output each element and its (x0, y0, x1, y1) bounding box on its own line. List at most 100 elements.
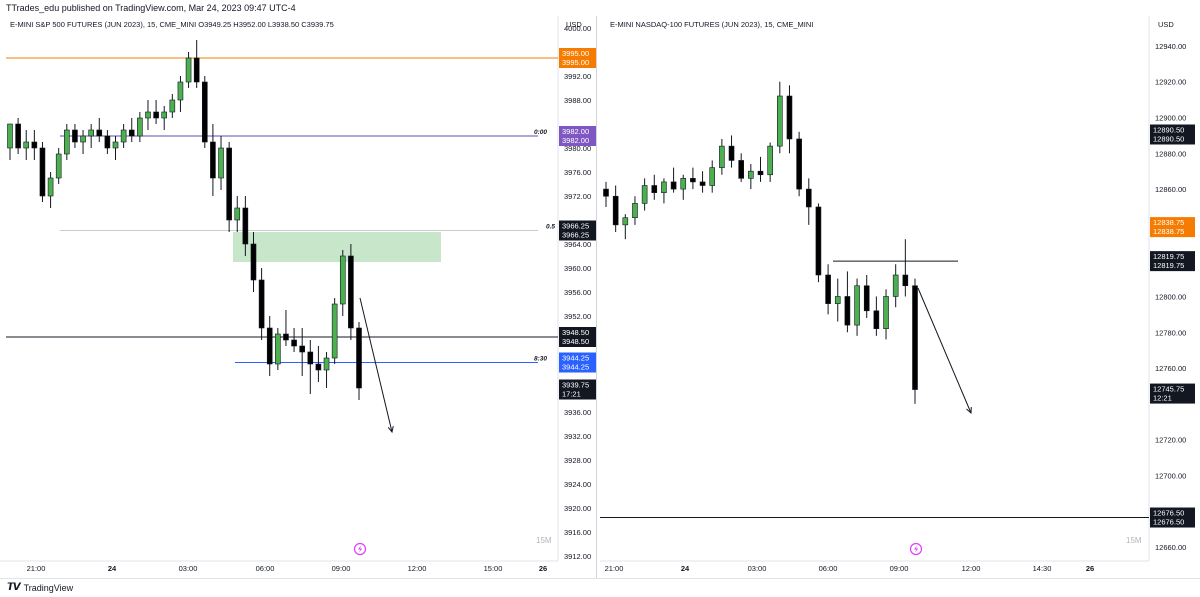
price-tick-label: 3988.00 (564, 96, 591, 105)
price-tick-label: 3924.00 (564, 480, 591, 489)
price-tag-text: 12:21 (1153, 394, 1172, 403)
bullish-candle (854, 285, 860, 326)
bullish-candle (47, 177, 54, 197)
tradingview-brand-text: TradingView (23, 583, 74, 593)
price-tag-text: 12838.75 (1153, 218, 1184, 227)
bearish-candle (348, 255, 354, 329)
price-tag-text: 12819.75 (1153, 261, 1184, 270)
bullish-candle (323, 357, 330, 371)
time-tick-label: 24 (681, 564, 690, 573)
nq-currency-label: USD (1158, 20, 1174, 29)
bearish-candle (873, 310, 880, 329)
chart-pane-es[interactable]: 4000.00 3992.00 3988.00 3980.00 3976.00 3972.… (0, 16, 597, 578)
time-tick-label: 21:00 (27, 564, 46, 573)
price-tag-bg (559, 220, 596, 241)
price-tag-text: 12890.50 (1153, 134, 1184, 143)
price-tick-label: 12760.00 (1155, 364, 1186, 373)
time-tick-label: 12:00 (408, 564, 427, 573)
time-tick-label: 26 (1086, 564, 1094, 573)
es-timeframe-watermark: 15M (536, 536, 552, 545)
price-tag-bg (1150, 124, 1195, 145)
price-tick-label: 3980.00 (564, 144, 591, 153)
price-tag-bg (1150, 217, 1195, 238)
bearish-candle (786, 95, 793, 140)
lightning-icon (909, 542, 923, 556)
bearish-candle (796, 138, 802, 190)
bullish-candle (339, 255, 346, 305)
es-chart-canvas[interactable]: 4000.00 3992.00 3988.00 3980.00 3976.00 3972.… (0, 16, 597, 578)
bearish-candle (738, 160, 744, 179)
price-tick-label: 3928.00 (564, 456, 591, 465)
price-tag-bg (559, 327, 596, 347)
bullish-candle (161, 111, 168, 119)
projection-arrow-head (966, 406, 972, 415)
price-tag-text: 3944.25 (562, 363, 589, 372)
bearish-candle (307, 351, 314, 365)
bullish-candle (275, 333, 281, 365)
bullish-candle (892, 274, 899, 297)
price-tick-label: 3956.00 (564, 288, 591, 297)
bearish-candle (258, 279, 265, 329)
price-tick-label: 3976.00 (564, 168, 591, 177)
bullish-candle (641, 185, 648, 204)
level-label-half: 0.5 (546, 224, 555, 231)
bullish-candle (55, 153, 62, 179)
time-tick-label: 24 (108, 564, 117, 573)
bearish-candle (863, 285, 870, 312)
bullish-candle (112, 141, 119, 149)
time-tick-label: 09:00 (890, 564, 909, 573)
time-tick-label: 03:00 (179, 564, 198, 573)
tradingview-logo-icon: 𝙏𝙑 (7, 582, 21, 593)
bullish-candle (622, 217, 629, 226)
time-tick-label: 15:00 (484, 564, 503, 573)
footer-brand[interactable]: 𝙏𝙑 TradingView (0, 578, 1200, 597)
bullish-candle (169, 99, 176, 113)
bullish-candle (632, 203, 638, 219)
bearish-candle (250, 243, 257, 281)
lightning-icon-bolt (358, 545, 363, 553)
price-tick-label: 12700.00 (1155, 471, 1186, 480)
bearish-candle (356, 327, 362, 389)
level-label-midnight: 0:00 (534, 129, 547, 136)
bearish-candle (201, 81, 208, 143)
bullish-candle (719, 145, 725, 168)
price-tag-bg (559, 126, 596, 146)
bullish-candle (834, 296, 841, 304)
time-tick-label: 14:30 (1033, 564, 1052, 573)
nq-chart-canvas[interactable]: 12940.00 12920.00 12900.00 12880.00 12860.00… (600, 16, 1200, 578)
bearish-candle (210, 141, 216, 179)
price-tick-label: 3920.00 (564, 504, 591, 513)
bearish-candle (690, 178, 696, 183)
price-tick-label: 3936.00 (564, 408, 591, 417)
bearish-candle (242, 207, 249, 245)
bullish-candle (661, 181, 667, 193)
price-tick-label: 3972.00 (564, 192, 591, 201)
time-tick-label: 06:00 (256, 564, 275, 573)
price-tag-text: 3982.00 (562, 136, 589, 145)
time-tick-label: 03:00 (748, 564, 767, 573)
price-tag-text: 12676.50 (1153, 518, 1184, 527)
bullish-candle (120, 129, 127, 143)
bearish-candle (651, 185, 658, 193)
price-tick-label: 3952.00 (564, 312, 591, 321)
price-tick-label: 3964.00 (564, 240, 591, 249)
price-tick-label: 12880.00 (1155, 149, 1186, 158)
bearish-candle (291, 339, 297, 347)
es-currency-label: USD (566, 20, 582, 29)
time-tick-label: 21:00 (605, 564, 624, 573)
price-tag-text: 3982.00 (562, 127, 589, 136)
price-tag-bg (1150, 251, 1195, 272)
bullish-candle (234, 207, 241, 221)
price-tick-label: 12940.00 (1155, 42, 1186, 51)
price-tag-bg (1150, 383, 1195, 404)
es-legend: E-MINI S&P 500 FUTURES (JUN 2023), 15, C… (10, 20, 334, 29)
bearish-candle (315, 363, 322, 371)
chart-pane-nq[interactable]: 12940.00 12920.00 12900.00 12880.00 12860.00… (600, 16, 1200, 578)
publication-line: TTrades_edu published on TradingView.com… (6, 3, 296, 13)
bullish-candle (80, 135, 86, 143)
